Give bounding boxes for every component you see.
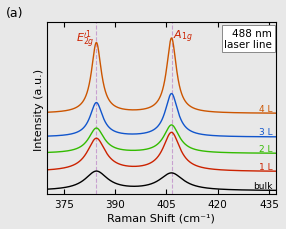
Text: 2 L: 2 L <box>259 144 272 153</box>
Text: 3 L: 3 L <box>259 128 272 137</box>
Text: $A_{1g}$: $A_{1g}$ <box>173 28 193 45</box>
Y-axis label: Intensity (a.u.): Intensity (a.u.) <box>34 68 44 150</box>
Text: 1 L: 1 L <box>259 162 272 171</box>
Text: $E^{\prime 1}_{2g}$: $E^{\prime 1}_{2g}$ <box>76 28 95 51</box>
Text: 488 nm
laser line: 488 nm laser line <box>225 28 272 50</box>
Text: (a): (a) <box>6 7 23 20</box>
X-axis label: Raman Shift (cm⁻¹): Raman Shift (cm⁻¹) <box>107 212 215 222</box>
Text: bulk: bulk <box>253 181 272 190</box>
Text: 4 L: 4 L <box>259 104 272 113</box>
